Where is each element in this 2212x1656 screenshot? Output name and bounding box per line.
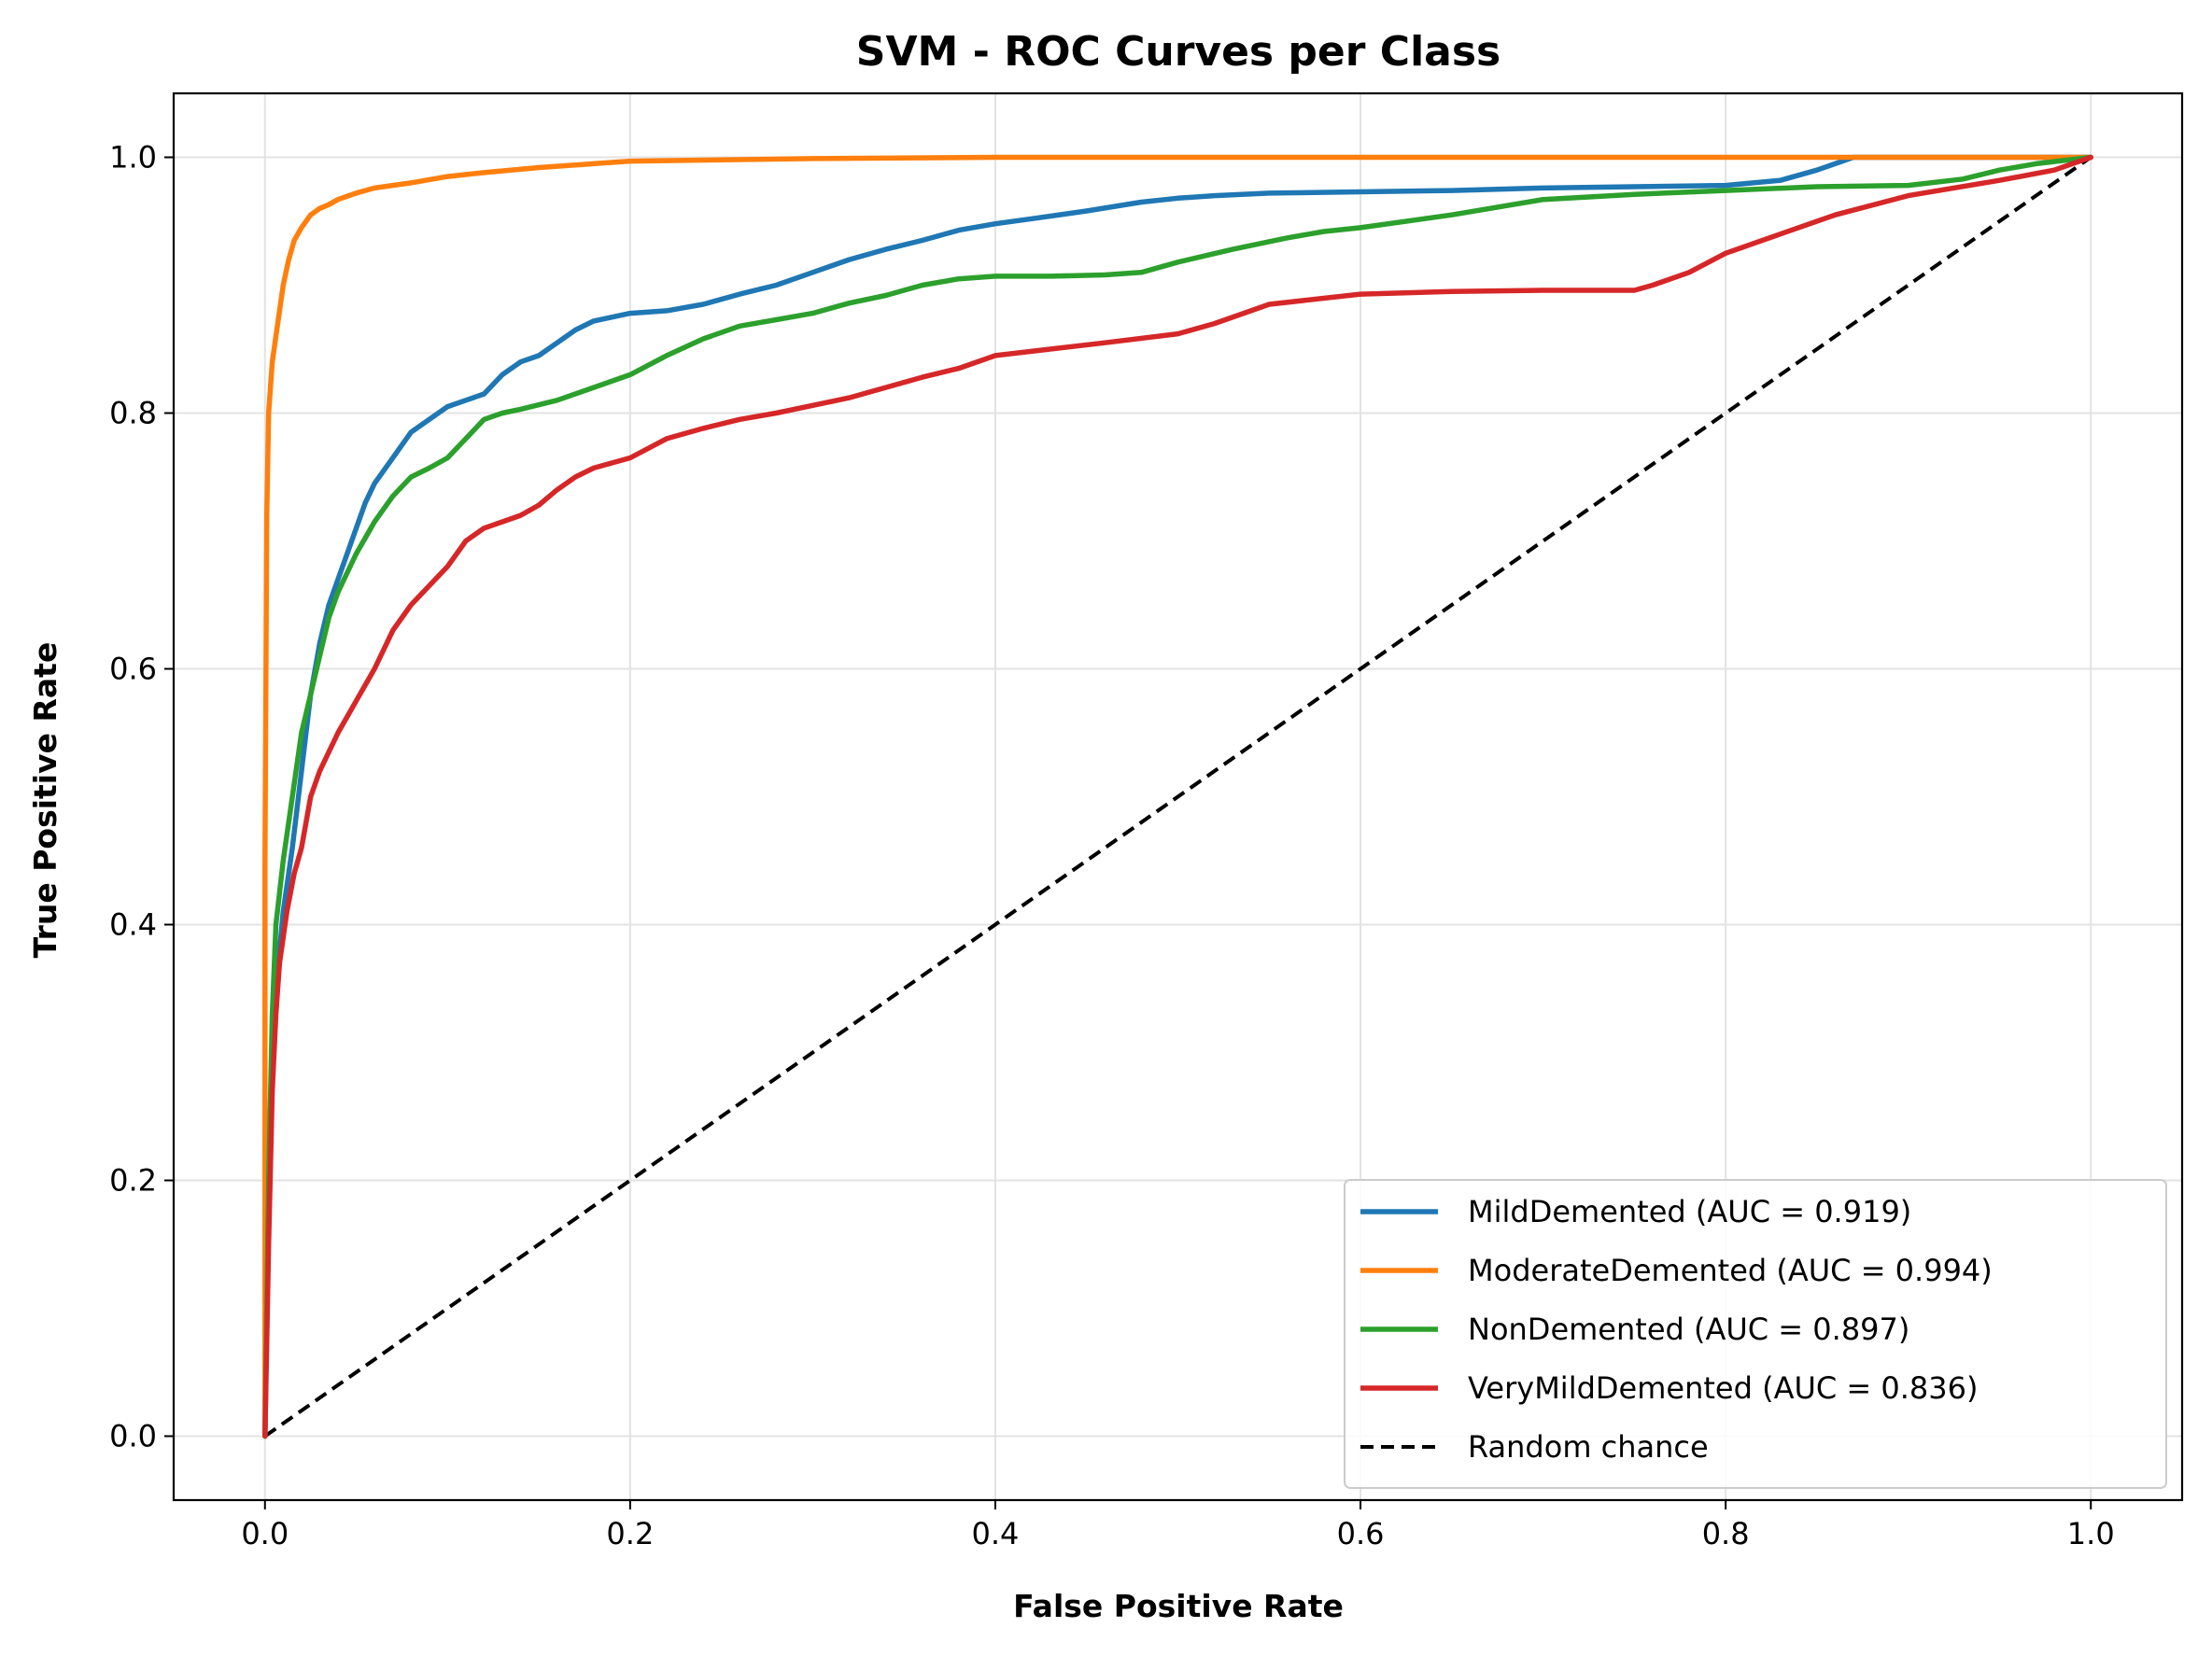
legend-label: MildDemented (AUC = 0.919) [1468, 1194, 1911, 1229]
axis-ticks: 0.0 0.2 0.4 0.6 0.8 1.0 0.0 0.2 0.4 0.6 0.8 1.0 [109, 140, 2115, 1552]
y-tick-label: 0.0 [109, 1419, 157, 1454]
x-tick-label: 0.8 [1702, 1516, 1750, 1551]
y-tick-label: 1.0 [109, 140, 157, 175]
series-line-verymilddemented [262, 154, 2093, 1439]
series-line-random-chance [263, 155, 2092, 1438]
y-tick-label: 0.2 [109, 1163, 157, 1199]
y-tick-label: 0.4 [109, 907, 157, 943]
plot-frame [172, 91, 2184, 1502]
grid [174, 93, 2182, 1500]
x-tick-label: 0.4 [972, 1516, 1020, 1551]
legend: MildDemented (AUC = 0.919) ModerateDement… [1344, 1179, 2167, 1489]
x-tick-label: 0.2 [606, 1516, 654, 1551]
series-line-moderatedemented [262, 154, 2093, 1439]
y-tick-label: 0.8 [109, 396, 157, 431]
legend-label: NonDemented (AUC = 0.897) [1468, 1312, 1909, 1347]
x-tick-label: 1.0 [2067, 1516, 2115, 1551]
legend-label: Random chance [1468, 1429, 1709, 1465]
legend-label: VeryMildDemented (AUC = 0.836) [1468, 1370, 1978, 1406]
series-line-milddemented [262, 154, 2093, 1439]
x-tick-label: 0.6 [1337, 1516, 1385, 1551]
chart-title: SVM - ROC Curves per Class [856, 28, 1500, 76]
legend-label: ModerateDemented (AUC = 0.994) [1468, 1253, 1993, 1288]
series-lines [262, 154, 2093, 1439]
y-axis-label: True Positive Rate [27, 642, 63, 959]
x-tick-label: 0.0 [241, 1516, 289, 1551]
x-axis-label: False Positive Rate [1013, 1588, 1344, 1624]
series-line-nondemented [262, 154, 2093, 1439]
y-tick-label: 0.6 [109, 652, 157, 687]
legend-box [1344, 1179, 2167, 1489]
